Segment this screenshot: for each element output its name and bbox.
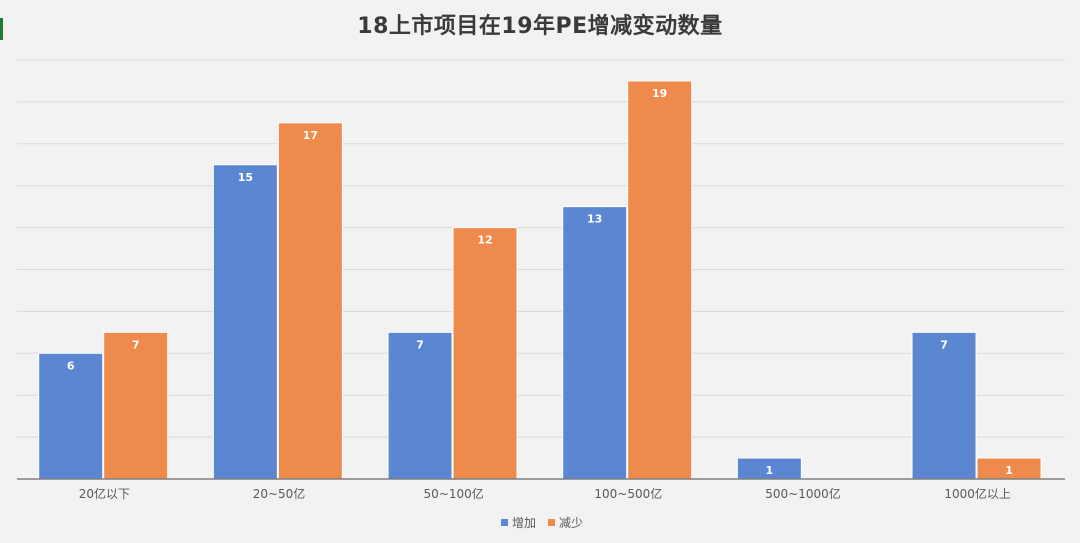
bar-increase-1 bbox=[212, 164, 278, 480]
chart-title: 18上市项目在19年PE增减变动数量 bbox=[357, 14, 723, 39]
data-label: 7 bbox=[132, 338, 140, 351]
legend-swatch bbox=[501, 519, 508, 526]
legend-label: 减少 bbox=[559, 516, 583, 530]
bar-increase-3 bbox=[562, 206, 628, 480]
data-label: 7 bbox=[416, 338, 424, 351]
bar-decrease-1 bbox=[277, 122, 343, 480]
left-edge-accent bbox=[0, 18, 3, 40]
data-label: 19 bbox=[652, 87, 667, 100]
legend-swatch bbox=[548, 519, 555, 526]
data-label: 15 bbox=[238, 171, 253, 184]
data-label: 7 bbox=[940, 338, 948, 351]
category-label: 20~50亿 bbox=[253, 486, 306, 501]
category-label: 500~1000亿 bbox=[765, 486, 841, 501]
bar-decrease-3 bbox=[627, 80, 693, 480]
bar-decrease-0 bbox=[103, 331, 169, 480]
data-label: 13 bbox=[587, 213, 602, 226]
category-label: 20亿以下 bbox=[79, 486, 130, 501]
bar-decrease-2 bbox=[452, 227, 518, 480]
data-label: 6 bbox=[67, 359, 75, 372]
data-label: 12 bbox=[477, 234, 492, 247]
category-label: 100~500亿 bbox=[594, 486, 662, 501]
data-label: 1 bbox=[766, 464, 774, 477]
bar-increase-5 bbox=[911, 331, 977, 480]
category-label: 50~100亿 bbox=[424, 486, 484, 501]
legend-label: 增加 bbox=[512, 516, 536, 530]
data-label: 1 bbox=[1005, 464, 1013, 477]
bar-increase-2 bbox=[387, 331, 453, 480]
data-label: 17 bbox=[303, 129, 318, 142]
category-label: 1000亿以上 bbox=[944, 486, 1011, 501]
